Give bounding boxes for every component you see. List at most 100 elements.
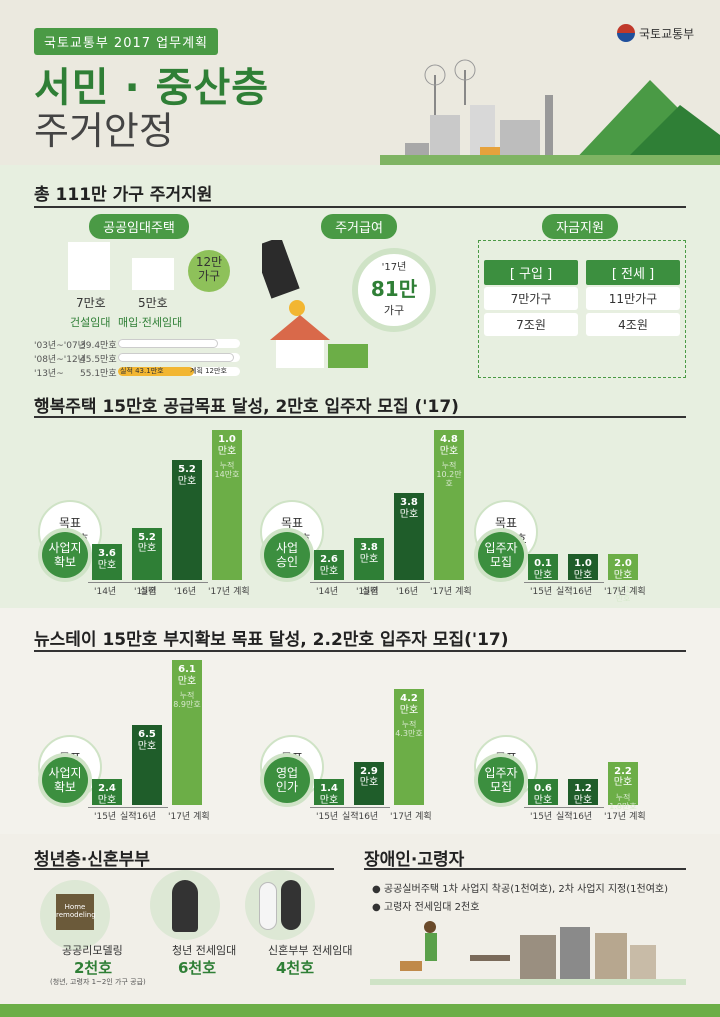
bar-value: 0.1 (534, 558, 552, 569)
category-badge: 사업 승인 (264, 532, 310, 578)
city-landscape-illustration (380, 59, 720, 165)
bar-unit: 만호 (359, 777, 379, 788)
axis-line (524, 582, 604, 583)
bar-cumulative: 누적 1.1만호 (608, 585, 638, 604)
bar-cumulative: 누적 (179, 691, 195, 700)
category-badge: 영업 인가 (264, 757, 310, 803)
bar-year-label: '16년 (396, 587, 419, 597)
bar-unit: 만호 (177, 675, 197, 687)
actual-label: 실적 (362, 587, 379, 597)
bar-year-label: '16년 (356, 812, 379, 822)
chart-bar: 6.1 만호 누적 8.9만호 (172, 660, 202, 805)
bar-cumulative: 누적 (401, 720, 417, 729)
bar-year-label: '15년 (94, 812, 117, 822)
row-value: 39.4만호 (80, 341, 117, 351)
couple-icon (245, 870, 315, 940)
bar-cumulative-value: 8.9만호 (173, 700, 201, 710)
bar-value: 3.8 (400, 497, 418, 508)
chart-bar: 1.4 만호 (314, 779, 344, 806)
bar-unit: 만호 (613, 777, 633, 788)
bar-unit: 만호 (533, 569, 553, 581)
bar-value: 2.0 (614, 558, 632, 569)
bar-year-label: '14년 (94, 587, 117, 597)
young-person-icon (150, 870, 220, 940)
chart-bar: 2.2 만호 누적 1.8만호 (608, 761, 638, 811)
bar-value: 1.0 (218, 434, 236, 445)
progress-fill (118, 353, 234, 362)
building-icon (68, 242, 110, 290)
bar-value: 2.2 (614, 765, 632, 777)
bar-unit: 만호 (359, 553, 379, 565)
actual-label: 실적 (556, 587, 573, 597)
bar-unit: 만호 (573, 569, 593, 581)
row-years: '08년~'12년 (34, 355, 86, 365)
bar-unit: 만호 (97, 794, 117, 806)
category-badge: 입주자 모집 (478, 757, 524, 803)
category-badge: 사업지 확보 (42, 757, 88, 803)
bar-area: 2.4 만호 6.5 만호 6.1 만호 누적 8.9만호 (88, 660, 208, 806)
divider (34, 416, 686, 418)
done-label: 실적 43.1만호 (120, 367, 164, 375)
house-coins-illustration (262, 240, 368, 368)
chart-bar: 3.8 만호 (394, 493, 424, 580)
bar-unit: 만호 (137, 740, 157, 752)
section-title: 장애인·고령자 (364, 850, 465, 870)
chart-bar: 2.4 만호 (92, 779, 122, 806)
bar-cumulative: 누적 (441, 461, 457, 470)
bar-area: 2.6 만호 3.8 만호 3.8 만호 4.8 만호 누적 10.2만호 (310, 430, 470, 580)
ministry-logo: 국토교통부 (617, 24, 694, 42)
bar-year-label: '15년 (134, 587, 157, 597)
axis-line (310, 807, 390, 808)
bar-unit: 만호 (613, 569, 633, 581)
bar-year-label: '15년 (316, 812, 339, 822)
label-public-rental: 공공임대주택 (89, 214, 189, 239)
axis-line (88, 582, 208, 583)
chart-bar: 0.1 만호 (528, 554, 558, 581)
section-title: 총 111만 가구 주거지원 (34, 185, 213, 205)
plan-label: 계획 12만호 (190, 367, 227, 375)
building-icon (132, 258, 174, 290)
remodel-icon: Home remodeling (40, 880, 110, 950)
bar-year-label: '17년 계획 (604, 587, 646, 597)
category-badge: 입주자 모집 (478, 532, 524, 578)
bar-unit: 만호 (399, 704, 419, 716)
bar-unit: 만호 (217, 445, 237, 457)
row-value: 55.1만호 (80, 369, 117, 379)
row-years: '03년~'07년 (34, 341, 86, 351)
section-title: 청년층·신혼부부 (34, 850, 150, 870)
bar-cumulative: 누적 (219, 461, 235, 470)
bar-unit: 만호 (319, 794, 339, 806)
divider (34, 868, 334, 870)
chart-bar: 1.2 만호 (568, 779, 598, 806)
bar-value: 1.0 (574, 558, 592, 569)
bar-cumulative-value: 1.8만호 (609, 801, 637, 811)
chart-bar: 4.2 만호 누적 4.3만호 (394, 689, 424, 805)
chart-bar: 1.0 만호 (568, 554, 598, 581)
bar-year-label: '17년 계획 (168, 812, 210, 822)
list-item: ● 공공실버주택 1차 사업지 착공(1천여호), 2차 사업지 지정(1천여호… (372, 884, 669, 895)
label-housing-benefit: 주거급여 (321, 214, 397, 239)
bar-year-label: '16년 (570, 812, 593, 822)
chart-bar: 4.8 만호 누적 10.2만호 (434, 430, 464, 580)
bar-year-label: '15년 (356, 587, 379, 597)
chart-bar: 5.2 만호 (172, 460, 202, 580)
divider (34, 650, 686, 652)
row-years: '13년~ (34, 369, 64, 379)
category-badge: 사업지 확보 (42, 532, 88, 578)
axis-line (310, 582, 430, 583)
bar-value: 4.8 (440, 434, 458, 445)
bar-area: 1.4 만호 2.9 만호 4.2 만호 누적 4.3만호 (310, 660, 430, 806)
bar-cumulative-value: 14만호 (214, 470, 240, 480)
bar-cumulative-value: 10.2만호 (436, 470, 462, 489)
footer-bar (0, 1004, 720, 1017)
elderly-town-illustration (370, 921, 686, 985)
label-fund-support: 자금지원 (542, 214, 618, 239)
chart-bar: 0.6 만호 (528, 779, 558, 806)
actual-label: 실적 (556, 812, 573, 822)
page-title: 서민 · 중산층 (34, 65, 270, 111)
chart-bar: 3.8 만호 (354, 538, 384, 580)
bar-year-label: '16년 (134, 812, 157, 822)
bar-value: 2.9 (360, 765, 378, 777)
